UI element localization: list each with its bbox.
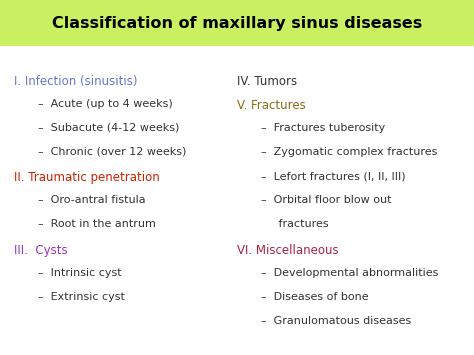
Text: –  Lefort fractures (I, II, III): – Lefort fractures (I, II, III) (261, 171, 405, 181)
Text: –  Chronic (over 12 weeks): – Chronic (over 12 weeks) (38, 147, 186, 157)
Text: –  Extrinsic cyst: – Extrinsic cyst (38, 292, 125, 302)
Text: –  Root in the antrum: – Root in the antrum (38, 219, 156, 229)
Text: I. Infection (sinusitis): I. Infection (sinusitis) (14, 75, 138, 88)
Text: –  Zygomatic complex fractures: – Zygomatic complex fractures (261, 147, 437, 157)
Text: fractures: fractures (261, 219, 328, 229)
Text: –  Acute (up to 4 weeks): – Acute (up to 4 weeks) (38, 99, 173, 109)
Text: III.  Cysts: III. Cysts (14, 244, 68, 257)
Text: –  Oro-antral fistula: – Oro-antral fistula (38, 195, 146, 205)
Text: –  Subacute (4-12 weeks): – Subacute (4-12 weeks) (38, 123, 179, 133)
Text: –  Developmental abnormalities: – Developmental abnormalities (261, 268, 438, 278)
Text: Classification of maxillary sinus diseases: Classification of maxillary sinus diseas… (52, 16, 422, 31)
Text: –  Granulomatous diseases: – Granulomatous diseases (261, 316, 411, 326)
Text: –  Fractures tuberosity: – Fractures tuberosity (261, 123, 385, 133)
Text: –  Diseases of bone: – Diseases of bone (261, 292, 368, 302)
FancyBboxPatch shape (0, 0, 474, 46)
Text: IV. Tumors: IV. Tumors (237, 75, 297, 88)
Text: VI. Miscellaneous: VI. Miscellaneous (237, 244, 338, 257)
Text: –  Intrinsic cyst: – Intrinsic cyst (38, 268, 121, 278)
Text: –  Orbital floor blow out: – Orbital floor blow out (261, 195, 391, 205)
Text: II. Traumatic penetration: II. Traumatic penetration (14, 171, 160, 184)
Text: V. Fractures: V. Fractures (237, 99, 306, 112)
